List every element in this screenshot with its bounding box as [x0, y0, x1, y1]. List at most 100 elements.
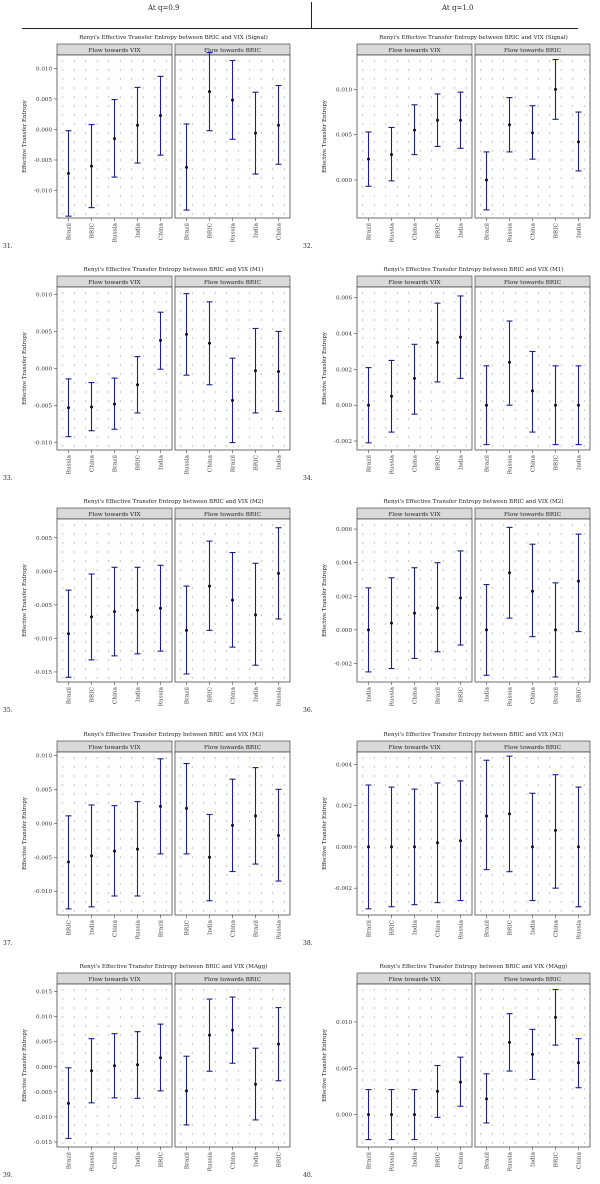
grid-dot [396, 811, 398, 813]
grid-dot [454, 409, 456, 411]
grid-dot [385, 141, 387, 143]
grid-dot [465, 319, 467, 321]
grid-dot [237, 1025, 239, 1027]
grid-dot [249, 1007, 251, 1009]
grid-dot [154, 328, 156, 330]
grid-dot [272, 1061, 274, 1063]
grid-dot [180, 587, 182, 589]
grid-dot [503, 1079, 505, 1081]
grid-dot [249, 614, 251, 616]
errorbar-china [434, 782, 441, 904]
grid-dot [226, 1088, 228, 1090]
grid-dot [396, 998, 398, 1000]
grid-dot [526, 204, 528, 206]
grid-dot [549, 757, 551, 759]
grid-dot [442, 427, 444, 429]
grid-dot [396, 560, 398, 562]
grid-dot [465, 69, 467, 71]
grid-dot [214, 784, 216, 786]
grid-dot [537, 892, 539, 894]
grid-dot [480, 364, 482, 366]
y-tick-label: 0.002 [336, 367, 352, 373]
grid-dot [491, 677, 493, 679]
grid-dot [465, 78, 467, 80]
grid-dot [154, 883, 156, 885]
grid-dot [385, 168, 387, 170]
grid-dot [96, 551, 98, 553]
grid-dot [272, 123, 274, 125]
grid-dot [85, 865, 87, 867]
grid-dot [480, 793, 482, 795]
grid-dot [491, 775, 493, 777]
grid-dot [108, 105, 110, 107]
grid-dot [260, 650, 262, 652]
grid-dot [180, 204, 182, 206]
grid-dot [249, 811, 251, 813]
grid-dot [191, 78, 193, 80]
grid-dot [480, 892, 482, 894]
grid-dot [260, 105, 262, 107]
grid-dot [549, 668, 551, 670]
grid-dot [385, 69, 387, 71]
grid-dot [503, 524, 505, 526]
grid-dot [272, 883, 274, 885]
grid-dot [131, 337, 133, 339]
grid-dot [442, 1142, 444, 1144]
grid-dot [373, 186, 375, 188]
grid-dot [180, 668, 182, 670]
grid-dot [385, 757, 387, 759]
errorbar-china [111, 566, 118, 657]
grid-dot [119, 337, 121, 339]
grid-dot [272, 910, 274, 912]
grid-dot [226, 310, 228, 312]
grid-dot [119, 668, 121, 670]
grid-dot [154, 605, 156, 607]
x-tick-label: China [231, 919, 237, 937]
chart-title: Renyi's Effective Transfer Entropy betwe… [379, 34, 568, 41]
grid-dot [385, 346, 387, 348]
estimate-point [113, 1064, 116, 1068]
grid-dot [454, 355, 456, 357]
estimate-point [113, 610, 116, 614]
grid-dot [491, 989, 493, 991]
grid-dot [237, 177, 239, 179]
grid-dot [85, 1025, 87, 1027]
grid-dot [572, 901, 574, 903]
grid-dot [85, 989, 87, 991]
grid-dot [283, 319, 285, 321]
grid-dot [362, 605, 364, 607]
grid-dot [154, 400, 156, 402]
grid-dot [283, 1124, 285, 1126]
grid-dot [260, 784, 262, 786]
grid-dot [491, 1097, 493, 1099]
grid-dot [249, 409, 251, 411]
grid-dot [154, 346, 156, 348]
grid-dot [385, 1142, 387, 1144]
grid-dot [73, 355, 75, 357]
x-tick-label: Russia [577, 919, 583, 939]
grid-dot [165, 847, 167, 849]
grid-dot [454, 427, 456, 429]
grid-dot [572, 533, 574, 535]
chart-31: Renyi's Effective Transfer Entropy betwe… [3, 34, 291, 250]
grid-dot [537, 874, 539, 876]
grid-dot [108, 865, 110, 867]
grid-dot [73, 319, 75, 321]
grid-dot [283, 677, 285, 679]
grid-dot [119, 793, 121, 795]
grid-dot [526, 1016, 528, 1018]
grid-dot [62, 775, 64, 777]
errorbar-china [229, 778, 236, 873]
grid-dot [385, 213, 387, 215]
grid-dot [249, 1142, 251, 1144]
grid-dot [96, 989, 98, 991]
y-tick-label: 0.005 [36, 536, 52, 542]
grid-dot [385, 60, 387, 62]
grid-dot [272, 69, 274, 71]
grid-dot [419, 1016, 421, 1018]
grid-dot [583, 204, 585, 206]
grid-dot [480, 87, 482, 89]
grid-dot [226, 1097, 228, 1099]
grid-dot [96, 811, 98, 813]
grid-dot [442, 177, 444, 179]
